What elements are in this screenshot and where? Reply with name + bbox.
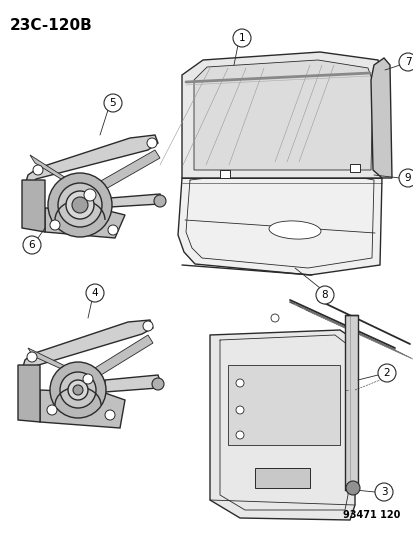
Circle shape <box>398 169 413 187</box>
Ellipse shape <box>268 221 320 239</box>
Text: 23C-120B: 23C-120B <box>10 18 93 33</box>
Polygon shape <box>30 155 95 200</box>
Circle shape <box>58 183 102 227</box>
Circle shape <box>68 380 88 400</box>
Polygon shape <box>25 135 158 194</box>
Circle shape <box>108 225 118 235</box>
Polygon shape <box>228 365 339 445</box>
Polygon shape <box>344 315 357 490</box>
Circle shape <box>50 220 60 230</box>
Circle shape <box>86 284 104 302</box>
Text: 4: 4 <box>91 288 98 298</box>
FancyBboxPatch shape <box>219 170 230 178</box>
Circle shape <box>398 53 413 71</box>
Text: 5: 5 <box>109 98 116 108</box>
Circle shape <box>235 406 243 414</box>
Polygon shape <box>209 330 354 520</box>
Polygon shape <box>40 390 125 428</box>
Circle shape <box>152 378 164 390</box>
Polygon shape <box>194 60 372 170</box>
Polygon shape <box>110 194 161 207</box>
Circle shape <box>345 481 359 495</box>
Circle shape <box>83 374 93 384</box>
Circle shape <box>147 138 157 148</box>
Polygon shape <box>85 150 159 198</box>
Circle shape <box>271 314 278 322</box>
Circle shape <box>72 197 88 213</box>
Circle shape <box>73 385 83 395</box>
Circle shape <box>142 321 153 331</box>
Circle shape <box>60 372 96 408</box>
Circle shape <box>50 362 106 418</box>
Text: 2: 2 <box>383 368 389 378</box>
Polygon shape <box>82 335 153 383</box>
Polygon shape <box>18 365 40 422</box>
Circle shape <box>23 236 41 254</box>
Polygon shape <box>22 320 153 379</box>
Circle shape <box>154 195 166 207</box>
Circle shape <box>315 286 333 304</box>
FancyBboxPatch shape <box>254 468 309 488</box>
Circle shape <box>374 483 392 501</box>
Text: 8: 8 <box>321 290 328 300</box>
Circle shape <box>377 364 395 382</box>
Text: 3: 3 <box>380 487 387 497</box>
Text: 6: 6 <box>28 240 35 250</box>
Text: 7: 7 <box>404 57 411 67</box>
Text: 9: 9 <box>404 173 411 183</box>
FancyBboxPatch shape <box>349 164 359 172</box>
Polygon shape <box>22 180 45 232</box>
Circle shape <box>235 431 243 439</box>
Polygon shape <box>105 375 159 392</box>
Circle shape <box>48 173 112 237</box>
Circle shape <box>105 410 115 420</box>
Polygon shape <box>178 163 381 275</box>
Circle shape <box>235 379 243 387</box>
Circle shape <box>47 405 57 415</box>
Polygon shape <box>28 348 92 383</box>
Text: 1: 1 <box>238 33 245 43</box>
Polygon shape <box>370 58 391 178</box>
Circle shape <box>66 191 94 219</box>
Circle shape <box>27 352 37 362</box>
Circle shape <box>33 165 43 175</box>
Polygon shape <box>182 52 383 178</box>
Circle shape <box>84 189 96 201</box>
Text: 93471 120: 93471 120 <box>342 510 399 520</box>
Polygon shape <box>45 208 125 238</box>
Circle shape <box>104 94 122 112</box>
Circle shape <box>233 29 250 47</box>
